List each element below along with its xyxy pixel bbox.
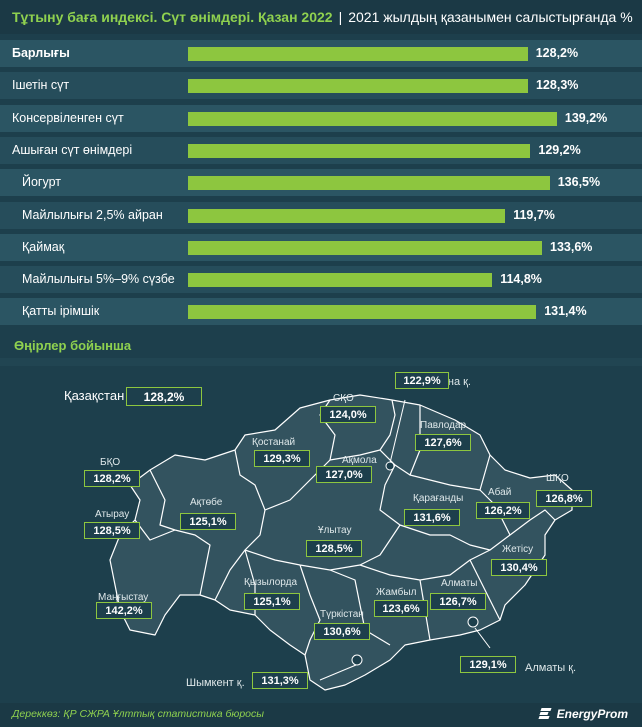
region-value-box: 128,5% (84, 522, 140, 539)
bar-value-label: 136,5% (557, 175, 601, 189)
bar-category-label: Майлылығы 2,5% айран (22, 208, 163, 222)
bar-row: Барлығы 128,2% (0, 40, 642, 67)
region-value-box: 124,0% (320, 406, 376, 423)
chart-subtitle: 2021 жылдың қазанымен салыстырғанда % (348, 9, 633, 25)
region-value-box: 123,6% (374, 600, 428, 617)
astana-leader-line (389, 399, 406, 464)
bar-value-label: 139,2% (564, 111, 608, 125)
region-name-label: Жамбыл (376, 587, 417, 598)
bar-value-label: 129,2% (538, 143, 581, 157)
regions-section-title: Өңірлер бойынша (14, 338, 132, 353)
bar (188, 241, 543, 255)
bar-category-label: Йогурт (22, 175, 62, 189)
bar-row: Йогурт 136,5% (0, 169, 642, 196)
shymkent-leader-line (319, 664, 357, 681)
region-value-box: 125,1% (180, 513, 236, 530)
title-bar: Тұтыну баға индексі. Сүт өнімдері. Қазан… (0, 0, 642, 34)
bar-category-label: Қатты ірімшік (22, 304, 100, 318)
bar-category-label: Ашыған сүт өнімдері (12, 143, 133, 157)
region-value-box: 142,2% (96, 602, 152, 619)
region-value-box: 126,7% (430, 593, 486, 610)
astana-city-marker (385, 461, 395, 471)
bar (188, 47, 528, 61)
bar-row: Қаймақ 133,6% (0, 234, 642, 261)
bar (188, 176, 550, 190)
region-value-box: 128,5% (306, 540, 362, 557)
region-value-box: 126,2% (476, 502, 530, 519)
bar-value-label: 114,8% (500, 272, 542, 286)
brand-logo: EnergyProm (538, 707, 628, 721)
bar (188, 112, 557, 126)
region-value-box: 126,8% (536, 490, 592, 507)
region-name-label: Қызылорда (244, 577, 298, 588)
region-name-label: БҚО (100, 457, 121, 468)
footer-bar (0, 703, 642, 727)
region-name-label: Жетісу (502, 544, 534, 555)
bar-row: Майлылығы 5%–9% сүзбе 114,8% (0, 266, 642, 293)
bar-row: Майлылығы 2,5% айран 119,7% (0, 202, 642, 229)
region-name-label: Қарағанды (413, 493, 464, 504)
bar-row: Консервіленген сүт 139,2% (0, 105, 642, 132)
region-value-box: 127,0% (316, 466, 372, 483)
region-name-label: Ұлытау (318, 525, 352, 536)
region-value-box: 122,9% (395, 372, 449, 389)
bar (188, 209, 506, 223)
region-value-box: 131,6% (404, 509, 460, 526)
bar-category-label: Қаймақ (22, 240, 65, 254)
region-name-label: Алматы қ. (525, 662, 577, 674)
region-value-box: 131,3% (252, 672, 308, 689)
energyprom-logo-icon (538, 708, 553, 720)
region-name-label: Алматы (441, 578, 478, 589)
region-name-label: Ақтөбе (190, 497, 223, 508)
region-name-label: Маңғыстау (98, 592, 149, 603)
region-value-box: 128,2% (84, 470, 140, 487)
bar (188, 273, 493, 287)
bar-value-label: 128,3% (535, 78, 579, 92)
bar-category-label: Ішетін сүт (12, 78, 70, 92)
region-name-label: Түркістан (320, 609, 364, 620)
source-note: Дереккөз: ҚР СЖРА Ұлттық статистика бюро… (12, 708, 264, 720)
region-value-box: 129,1% (460, 656, 516, 673)
region-name-label: Павлодар (420, 420, 467, 431)
almaty-city-leader-line (474, 627, 491, 649)
bar-value-label: 128,2% (535, 46, 579, 60)
region-value-box: 130,6% (314, 623, 370, 640)
chart-title: Тұтыну баға индексі. Сүт өнімдері. Қазан… (12, 9, 333, 25)
bar-category-label: Майлылығы 5%–9% сүзбе (22, 272, 175, 286)
region-name-label: ШҚО (546, 473, 569, 484)
region-value-box: 125,1% (244, 593, 300, 610)
shymkent-city-marker (351, 654, 363, 666)
bar-row: Қатты ірімшік 131,4% (0, 298, 642, 325)
country-value-box: 128,2% (126, 387, 202, 406)
region-value-box: 129,3% (254, 450, 310, 467)
region-name-label: Ақмола (342, 455, 377, 466)
bar (188, 305, 537, 319)
bar (188, 144, 531, 158)
region-name-label: СҚО (333, 393, 354, 404)
almaty-city-marker (467, 616, 479, 628)
region-value-box: 127,6% (415, 434, 471, 451)
title-separator: | (338, 9, 343, 25)
bar-category-label: Консервіленген сүт (12, 111, 124, 125)
region-name-label: Абай (488, 487, 512, 498)
bar-value-label: 131,4% (544, 304, 587, 318)
bar-row: Ашыған сүт өнімдері 129,2% (0, 137, 642, 164)
bar-value-label: 133,6% (550, 240, 593, 254)
region-name-label: Шымкент қ. (186, 677, 245, 689)
brand-name: EnergyProm (556, 707, 628, 721)
bar-category-label: Барлығы (12, 46, 70, 60)
country-name: Қазақстан (64, 388, 125, 403)
bar-value-label: 119,7% (513, 208, 555, 222)
region-name-label: Атырау (95, 509, 130, 520)
bar (188, 79, 528, 93)
section-divider (0, 358, 642, 366)
region-name-label: Қостанай (252, 437, 296, 448)
bar-row: Ішетін сүт 128,3% (0, 72, 642, 99)
region-value-box: 130,4% (491, 559, 547, 576)
